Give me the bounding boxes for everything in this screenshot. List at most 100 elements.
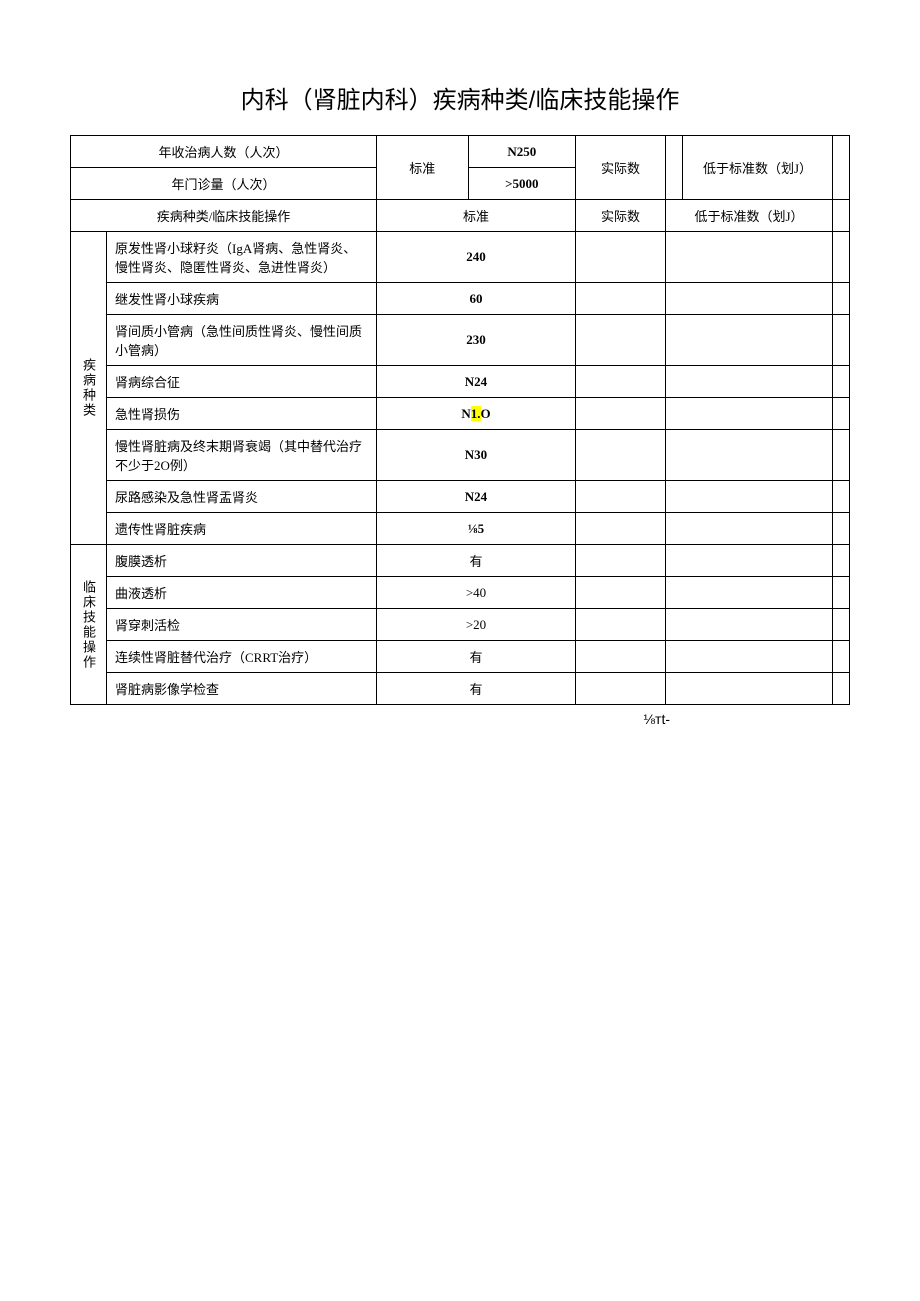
spacer [833,609,850,641]
table-row: 曲液透析 >40 [71,577,850,609]
spacer [833,673,850,705]
annual-admission-std: N250 [468,136,575,168]
disease-desc: 原发性肾小球籽炎（IgA肾病、急性肾炎、慢性肾炎、隐匿性肾炎、急进性肾炎） [107,232,377,283]
disease-desc: 遗传性肾脏疾病 [107,513,377,545]
disease-desc: 肾间质小管病（急性间质性肾炎、慢性间质小管病） [107,315,377,366]
std-label: 标准 [377,136,469,200]
skill-desc: 连续性肾脏替代治疗（CRRT治疗） [107,641,377,673]
spacer [833,513,850,545]
skill-desc: 肾脏病影像学检查 [107,673,377,705]
table-row: 肾脏病影像学检查 有 [71,673,850,705]
skill-flag [666,577,833,609]
spacer-3 [833,200,850,232]
header-row-1: 年收治病人数（人次） 标准 N250 实际数 低于标准数（划J） [71,136,850,168]
disease-actual [576,513,666,545]
spacer [833,545,850,577]
main-table: 年收治病人数（人次） 标准 N250 实际数 低于标准数（划J） 年门诊量（人次… [70,135,850,705]
table-row: 连续性肾脏替代治疗（CRRT治疗） 有 [71,641,850,673]
spacer-2 [833,136,850,200]
skill-actual [576,545,666,577]
disease-desc: 急性肾损伤 [107,398,377,430]
disease-flag [666,283,833,315]
skill-actual [576,609,666,641]
table-row: 肾病综合征 N24 [71,366,850,398]
skill-flag [666,673,833,705]
std-pre: N [461,406,470,421]
group2-label: 临床技能操作 [71,545,107,705]
table-row: 疾病种类 原发性肾小球籽炎（IgA肾病、急性肾炎、慢性肾炎、隐匿性肾炎、急进性肾… [71,232,850,283]
page-title: 内科（肾脏内科）疾病种类/临床技能操作 [70,80,850,115]
disease-std: 60 [377,283,576,315]
skill-actual [576,673,666,705]
table-row: 慢性肾脏病及终末期肾衰竭（其中替代治疗不少于2O例） N30 [71,430,850,481]
table-row: 肾穿刺活检 >20 [71,609,850,641]
flag-label: 低于标准数（划J） [683,136,833,200]
disease-actual [576,481,666,513]
std-post: O [481,406,491,421]
skill-flag [666,609,833,641]
table-row: 尿路感染及急性肾盂肾炎 N24 [71,481,850,513]
disease-flag [666,232,833,283]
table-row: 临床技能操作 腹膜透析 有 [71,545,850,577]
section-header-row: 疾病种类/临床技能操作 标准 实际数 低于标准数（划J） [71,200,850,232]
group1-label: 疾病种类 [71,232,107,545]
disease-desc: 肾病综合征 [107,366,377,398]
skill-actual [576,577,666,609]
disease-flag [666,430,833,481]
disease-actual [576,398,666,430]
skill-desc: 肾穿刺活检 [107,609,377,641]
annual-outpatient-label: 年门诊量（人次） [71,168,377,200]
actual-label: 实际数 [576,136,666,200]
disease-std: N24 [377,481,576,513]
footer-note: ⅛тt- [70,711,850,727]
disease-std: N30 [377,430,576,481]
skill-flag [666,641,833,673]
spacer [833,398,850,430]
annual-admission-label: 年收治病人数（人次） [71,136,377,168]
spacer-1 [666,136,683,200]
disease-desc: 尿路感染及急性肾盂肾炎 [107,481,377,513]
disease-desc: 继发性肾小球疾病 [107,283,377,315]
skill-std: 有 [377,673,576,705]
disease-actual [576,232,666,283]
spacer [833,315,850,366]
table-row: 急性肾损伤 N1.O [71,398,850,430]
spacer [833,430,850,481]
section-actual-label: 实际数 [576,200,666,232]
table-row: 肾间质小管病（急性间质性肾炎、慢性间质小管病） 230 [71,315,850,366]
disease-actual [576,430,666,481]
disease-flag [666,366,833,398]
section-std-label: 标准 [377,200,576,232]
disease-std: N24 [377,366,576,398]
std-highlighted: 1. [471,406,481,421]
disease-std: 240 [377,232,576,283]
skill-std: >40 [377,577,576,609]
disease-actual [576,366,666,398]
skill-std: 有 [377,641,576,673]
disease-flag [666,398,833,430]
skill-std: >20 [377,609,576,641]
spacer [833,641,850,673]
disease-flag [666,513,833,545]
spacer [833,366,850,398]
disease-std: 230 [377,315,576,366]
skill-desc: 腹膜透析 [107,545,377,577]
disease-std-highlight: N1.O [377,398,576,430]
section-flag-label: 低于标准数（划J） [666,200,833,232]
skill-flag [666,545,833,577]
disease-flag [666,481,833,513]
table-row: 继发性肾小球疾病 60 [71,283,850,315]
spacer [833,481,850,513]
section-category-label: 疾病种类/临床技能操作 [71,200,377,232]
disease-desc: 慢性肾脏病及终末期肾衰竭（其中替代治疗不少于2O例） [107,430,377,481]
disease-actual [576,283,666,315]
skill-desc: 曲液透析 [107,577,377,609]
annual-outpatient-std: >5000 [468,168,575,200]
table-row: 遗传性肾脏疾病 ⅛5 [71,513,850,545]
skill-actual [576,641,666,673]
disease-actual [576,315,666,366]
disease-std: ⅛5 [377,513,576,545]
skill-std: 有 [377,545,576,577]
spacer [833,283,850,315]
disease-flag [666,315,833,366]
